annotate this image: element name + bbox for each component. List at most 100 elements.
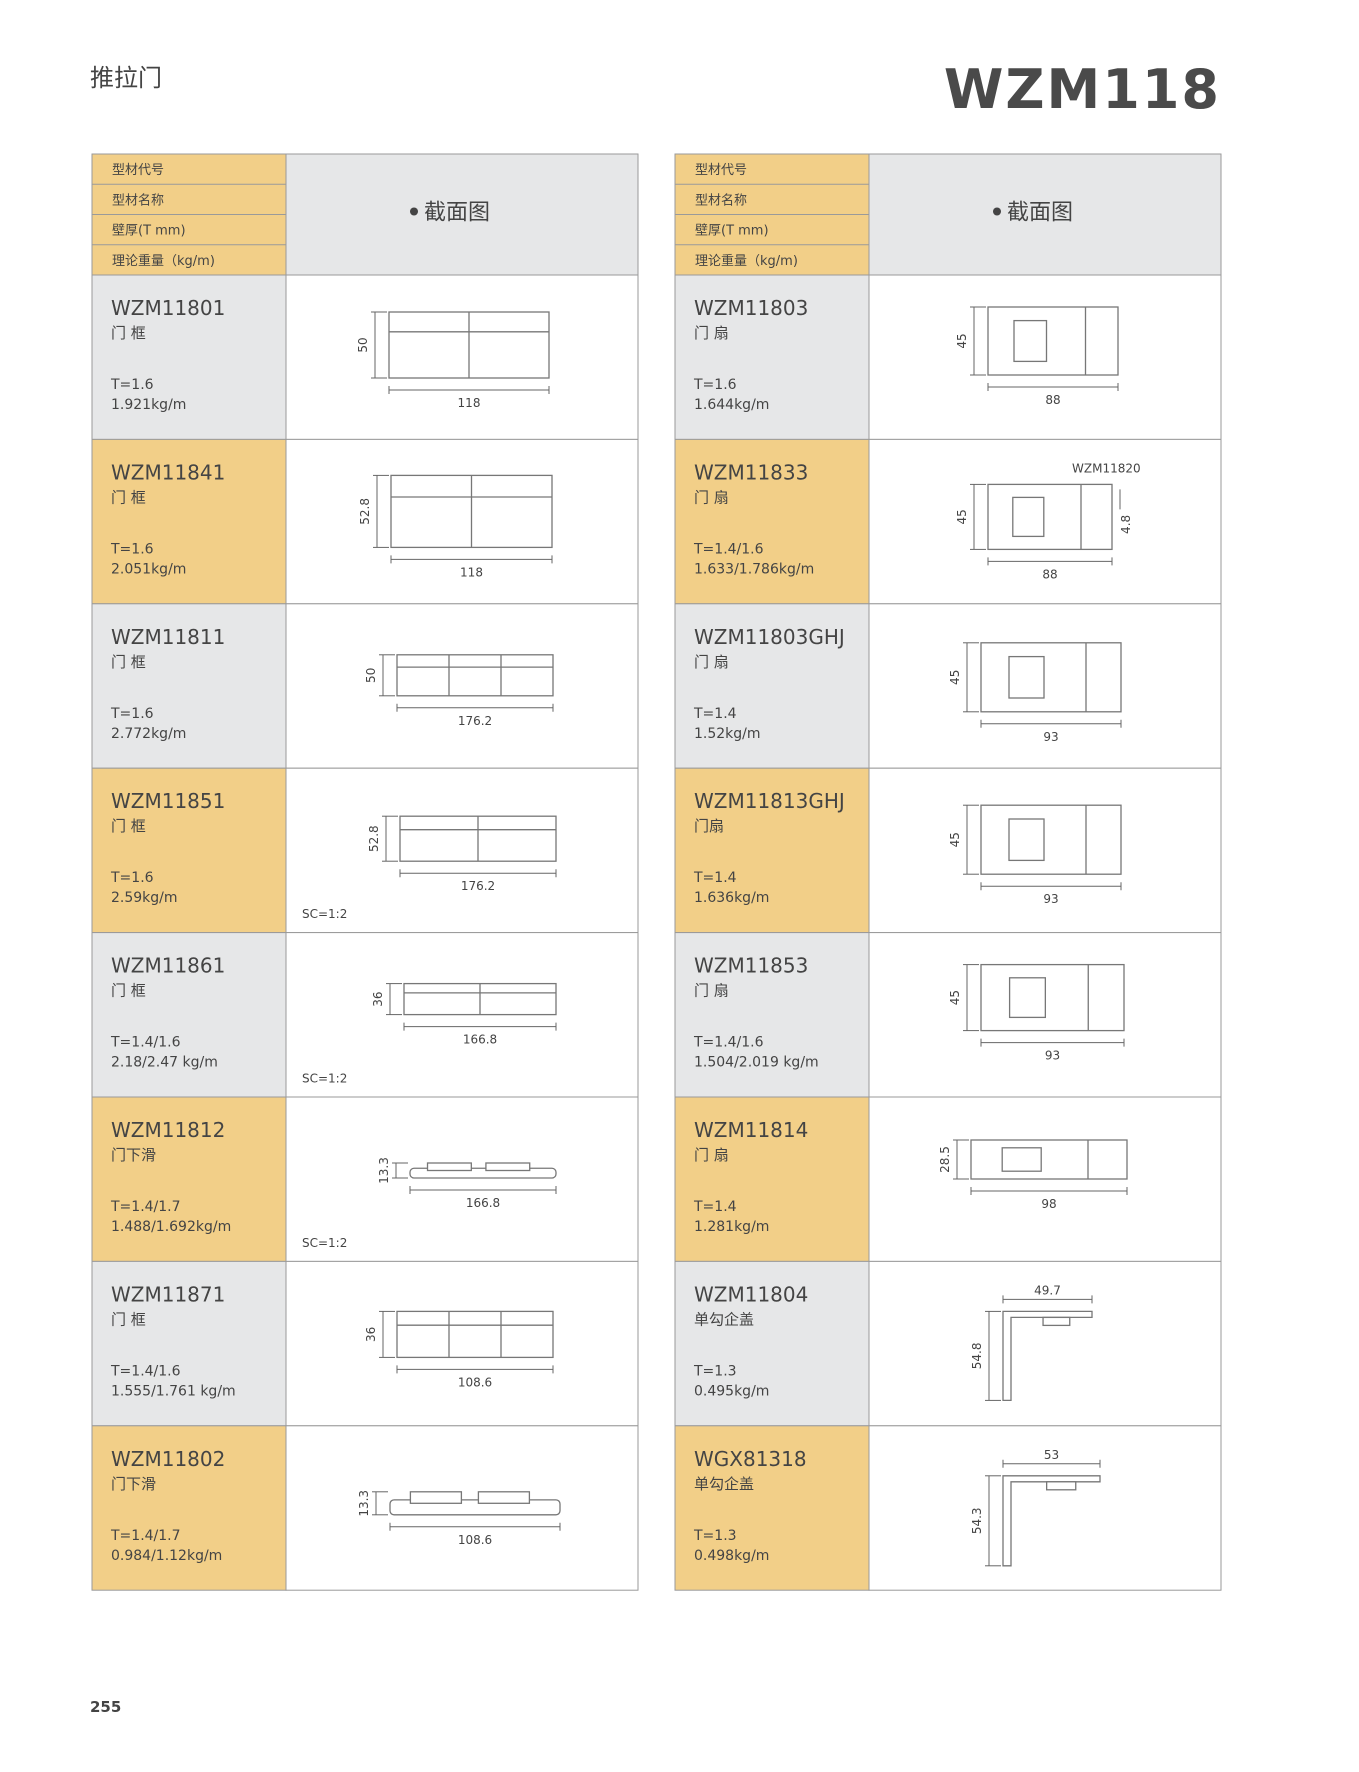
profile-part xyxy=(426,1162,472,1172)
profile xyxy=(980,642,1122,713)
profile-code: WZM11813GHJ xyxy=(694,789,845,813)
profile-name: 门 框 xyxy=(111,653,146,671)
width-label: 49.7 xyxy=(1034,1283,1061,1297)
thickness: T=1.4/1.7 xyxy=(110,1199,181,1215)
profile-code: WZM11851 xyxy=(111,789,225,813)
height-label: 45 xyxy=(955,509,969,524)
bullet xyxy=(993,207,1001,216)
thickness: T=1.4/1.6 xyxy=(693,1035,764,1051)
thickness: T=1.4/1.6 xyxy=(110,1035,181,1051)
height-label: 45 xyxy=(948,832,962,847)
height-label: 54.8 xyxy=(970,1343,984,1370)
height-label: 52.8 xyxy=(358,498,372,525)
profile-name: 门 框 xyxy=(111,982,146,1000)
height-label: 54.3 xyxy=(970,1507,984,1534)
label-cell xyxy=(674,1260,870,1427)
thickness: T=1.4/1.7 xyxy=(110,1528,181,1544)
height-label: 50 xyxy=(356,337,370,352)
label-cell xyxy=(91,603,287,769)
thickness: T=1.6 xyxy=(110,706,154,722)
width-label: 98 xyxy=(1041,1197,1056,1211)
width-label: 118 xyxy=(460,565,483,579)
width-label: 108.6 xyxy=(458,1375,492,1389)
profile xyxy=(987,483,1113,551)
header-label: 型材名称 xyxy=(695,192,747,208)
width-label: 176.2 xyxy=(458,714,492,728)
profile-code: WZM11804 xyxy=(694,1282,808,1306)
height-label: 50 xyxy=(364,668,378,683)
height-label: 36 xyxy=(364,1327,378,1342)
profile-name: 门 扇 xyxy=(694,1146,729,1164)
profile-code: WZM11803GHJ xyxy=(694,625,845,649)
scale-note: SC=1:2 xyxy=(302,907,347,921)
profile-part xyxy=(1008,655,1045,699)
profile-part xyxy=(1046,1481,1077,1491)
profile-part xyxy=(409,1491,463,1504)
label-cell xyxy=(674,438,870,605)
side-label: 4.8 xyxy=(1119,515,1133,534)
picture-cell xyxy=(285,1096,639,1262)
profile-code: WZM11833 xyxy=(694,460,808,484)
profile xyxy=(987,306,1119,376)
label-cell xyxy=(674,274,870,440)
weight: 1.921kg/m xyxy=(111,397,186,413)
weight: 0.495kg/m xyxy=(694,1383,769,1399)
weight: 1.555/1.761 kg/m xyxy=(111,1383,236,1399)
width-label: 118 xyxy=(458,396,481,410)
header-label: 型材名称 xyxy=(112,192,164,208)
profile-code: WZM11811 xyxy=(111,625,225,649)
profile xyxy=(1002,1475,1101,1567)
picture-cell xyxy=(868,1260,1222,1427)
height-label: 13.3 xyxy=(377,1157,391,1184)
label-cell xyxy=(674,603,870,769)
profile-code: WZM11853 xyxy=(694,954,808,978)
profile-code: WZM11802 xyxy=(111,1447,225,1471)
profile-part xyxy=(1001,1147,1042,1172)
profile xyxy=(980,804,1122,875)
profile-name: 门下滑 xyxy=(111,1475,156,1493)
weight: 1.488/1.692kg/m xyxy=(111,1219,231,1235)
label-cell xyxy=(674,767,870,934)
thickness: T=1.6 xyxy=(110,541,154,557)
bullet xyxy=(410,207,418,216)
thickness: T=1.4 xyxy=(693,1199,737,1215)
header-label: 理论重量（kg/m) xyxy=(695,253,798,269)
width-label: 166.8 xyxy=(466,1196,500,1210)
header-label: 理论重量（kg/m) xyxy=(112,253,215,269)
header-label: 壁厚(T mm) xyxy=(695,224,769,239)
profile-part xyxy=(477,1491,531,1504)
profile-code: WZM11803 xyxy=(694,296,808,320)
page-number: 255 xyxy=(90,1698,121,1716)
picture-cell xyxy=(868,1425,1222,1591)
width-label: 88 xyxy=(1045,393,1060,407)
thickness: T=1.4/1.6 xyxy=(110,1363,181,1379)
thickness: T=1.6 xyxy=(693,377,737,393)
height-label: 36 xyxy=(371,991,385,1006)
header-label: 型材代号 xyxy=(695,163,747,178)
weight: 1.636kg/m xyxy=(694,890,769,906)
thickness: T=1.6 xyxy=(110,377,154,393)
profile-note: WZM11820 xyxy=(1072,461,1141,475)
profile-name: 门 框 xyxy=(111,817,146,835)
profile-part xyxy=(1012,496,1045,538)
profile xyxy=(980,963,1125,1032)
thickness: T=1.4/1.6 xyxy=(693,541,764,557)
width-label: 166.8 xyxy=(463,1033,497,1047)
width-label: 53 xyxy=(1044,1448,1059,1462)
weight: 2.59kg/m xyxy=(111,890,178,906)
profile-code: WZM11841 xyxy=(111,460,225,484)
height-label: 45 xyxy=(955,333,969,348)
profile-code: WZM11871 xyxy=(111,1282,225,1306)
label-cell xyxy=(91,767,287,934)
scale-note: SC=1:2 xyxy=(302,1236,347,1250)
header-section-cell xyxy=(285,153,639,276)
weight: 1.281kg/m xyxy=(694,1219,769,1235)
weight: 2.772kg/m xyxy=(111,726,186,742)
weight: 1.633/1.786kg/m xyxy=(694,561,814,577)
profile-code: WZM11801 xyxy=(111,296,225,320)
weight: 1.644kg/m xyxy=(694,397,769,413)
label-cell xyxy=(91,1260,287,1427)
label-cell xyxy=(674,1096,870,1262)
thickness: T=1.4 xyxy=(693,870,737,886)
profile-part xyxy=(1008,818,1045,862)
